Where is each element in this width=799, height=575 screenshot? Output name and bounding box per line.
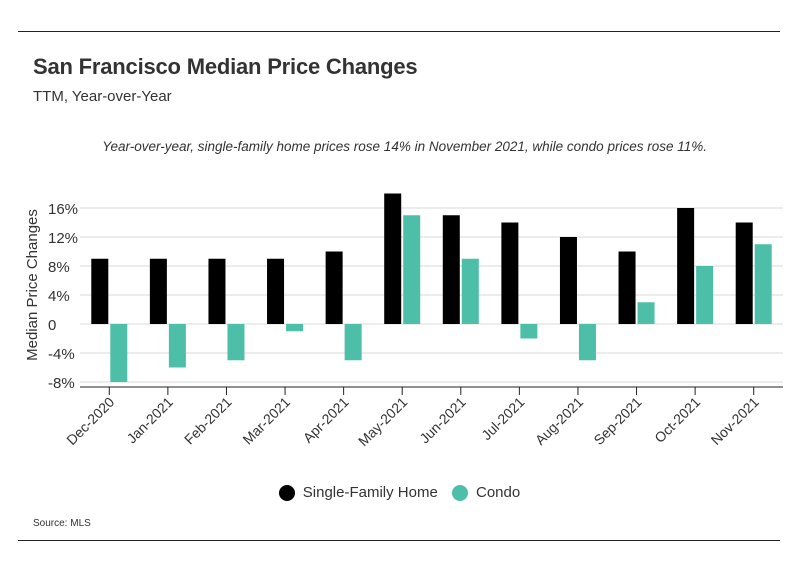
- bar-condo: [286, 324, 304, 332]
- bar-sfh: [735, 222, 753, 324]
- x-tick-label: Dec-2020: [63, 394, 117, 448]
- bar-sfh: [501, 222, 519, 324]
- bar-sfh: [91, 258, 109, 324]
- y-tick-label: 8%: [48, 259, 70, 276]
- bar-condo: [168, 324, 186, 368]
- bar-sfh: [442, 215, 460, 324]
- x-tick-label: Nov-2021: [708, 394, 762, 448]
- bar-condo: [110, 324, 128, 382]
- bar-condo: [461, 258, 479, 324]
- top-rule: [18, 31, 780, 32]
- x-tick-label: Jun-2021: [416, 394, 469, 447]
- bar-sfh: [559, 237, 577, 324]
- y-tick-label: -4%: [48, 346, 75, 363]
- x-tick-label: Jul-2021: [478, 394, 527, 443]
- bar-sfh: [149, 258, 167, 324]
- bar-sfh: [618, 251, 636, 324]
- legend-label-condo: Condo: [476, 484, 521, 501]
- chart-subtitle: TTM, Year-over-Year: [33, 88, 172, 105]
- legend-item-sfh: Single-Family Home: [278, 484, 438, 501]
- y-tick-label: -8%: [48, 375, 75, 392]
- bar-condo: [578, 324, 596, 361]
- bar-sfh: [267, 258, 285, 324]
- x-tick-label: Aug-2021: [532, 394, 586, 448]
- bar-condo: [754, 244, 772, 324]
- y-axis-label: Median Price Changes: [24, 209, 41, 361]
- x-tick-label: Sep-2021: [590, 394, 644, 448]
- x-tick-label: Mar-2021: [239, 394, 293, 448]
- chart-annotation: Year-over-year, single-family home price…: [102, 139, 707, 154]
- x-tick-label: Jan-2021: [123, 394, 176, 447]
- bottom-rule: [18, 540, 780, 541]
- x-tick-label: Feb-2021: [181, 394, 235, 448]
- y-tick-label: 4%: [48, 288, 70, 305]
- source-note: Source: MLS: [33, 518, 91, 529]
- chart-title: San Francisco Median Price Changes: [33, 54, 418, 79]
- bar-condo: [637, 302, 655, 324]
- bar-condo: [227, 324, 245, 361]
- x-tick-label: May-2021: [355, 394, 410, 449]
- bar-sfh: [325, 251, 343, 324]
- legend-item-condo: Condo: [452, 484, 520, 501]
- x-tick-label: Apr-2021: [300, 394, 352, 446]
- y-tick-label: 0: [48, 317, 56, 334]
- bar-sfh: [208, 258, 226, 324]
- legend-swatch-condo: [452, 484, 468, 501]
- bar-condo: [696, 266, 714, 324]
- bar-sfh: [677, 208, 695, 324]
- bar-condo: [520, 324, 538, 339]
- legend-label-sfh: Single-Family Home: [302, 484, 438, 501]
- legend-swatch-sfh: [278, 484, 295, 501]
- x-tick-label: Oct-2021: [651, 394, 703, 446]
- bar-condo: [403, 215, 421, 324]
- bar-condo: [344, 324, 362, 361]
- y-tick-label: 12%: [48, 230, 78, 247]
- bar-sfh: [384, 193, 402, 324]
- chart-legend: Single-Family Home Condo: [0, 484, 799, 505]
- y-tick-label: 16%: [48, 201, 78, 218]
